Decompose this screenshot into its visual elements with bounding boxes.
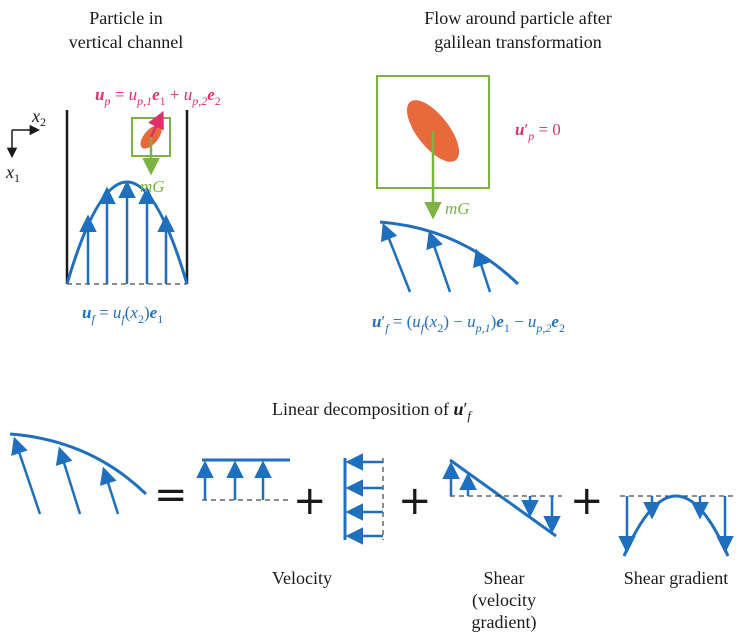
galilean-particle-velocity-equation: u′p = 0 (515, 120, 561, 143)
channel-title-line1: Particle in (89, 8, 162, 28)
profile-arrow (55, 446, 82, 515)
channel-panel: Particle in vertical channel x2 x1 mG (5, 8, 221, 326)
plus-sign-1: + (293, 478, 327, 524)
galilean-velocity-arrows (380, 222, 492, 293)
label-shear-line3: gradient) (472, 612, 537, 633)
particle-velocity-arrow (148, 110, 164, 138)
label-shear-line1: Shear (484, 568, 525, 588)
decomposition-title: Linear decomposition of u′f (272, 399, 473, 423)
shear-diagram (442, 458, 562, 538)
galilean-gravity-label: mG (445, 199, 470, 218)
profile-arrow (380, 222, 412, 293)
galilean-fluid-velocity-equation: u′f = (uf(x2) − up,1)e1 − up,2e2 (372, 312, 565, 335)
galilean-panel: Flow around particle after galilean tran… (372, 8, 612, 335)
profile-arrow (426, 230, 452, 293)
total-flow-diagram (9, 432, 148, 515)
label-velocity: Velocity (272, 568, 332, 588)
label-shear-line2: (velocity (472, 590, 536, 611)
shear-profile-line (449, 458, 557, 538)
x1-axis-label: x1 (5, 162, 20, 185)
shear-gradient-profile (622, 494, 730, 557)
x2-axis-label: x2 (31, 106, 46, 129)
particle-velocity-equation: up = up,1e1 + up,2e2 (95, 85, 221, 108)
profile-arrow (473, 248, 492, 293)
profile-arrow (99, 466, 120, 515)
uniform-velocity-diagram (196, 458, 290, 501)
gravity-label: mG (140, 177, 165, 196)
profile-arrow (11, 436, 42, 515)
galilean-title-line1: Flow around particle after (424, 8, 611, 28)
galilean-velocity-profile (379, 220, 520, 286)
plus-sign-2: + (398, 478, 432, 524)
fluid-velocity-equation: uf = uf(x2)e1 (82, 303, 163, 326)
label-shear-gradient: Shear gradient (624, 568, 728, 588)
perpendicular-velocity-diagram (343, 453, 384, 545)
galilean-title-line2: galilean transformation (434, 32, 601, 52)
equals-sign: = (154, 472, 188, 518)
total-flow-profile (9, 432, 148, 496)
coordinate-axes: x2 x1 (5, 106, 46, 185)
shear-gradient-diagram (618, 494, 734, 557)
channel-velocity-arrows (79, 180, 175, 284)
decomposition-panel: Linear decomposition of u′f = + (9, 399, 734, 633)
plus-sign-3: + (570, 478, 604, 524)
channel-title-line2: vertical channel (69, 32, 183, 52)
